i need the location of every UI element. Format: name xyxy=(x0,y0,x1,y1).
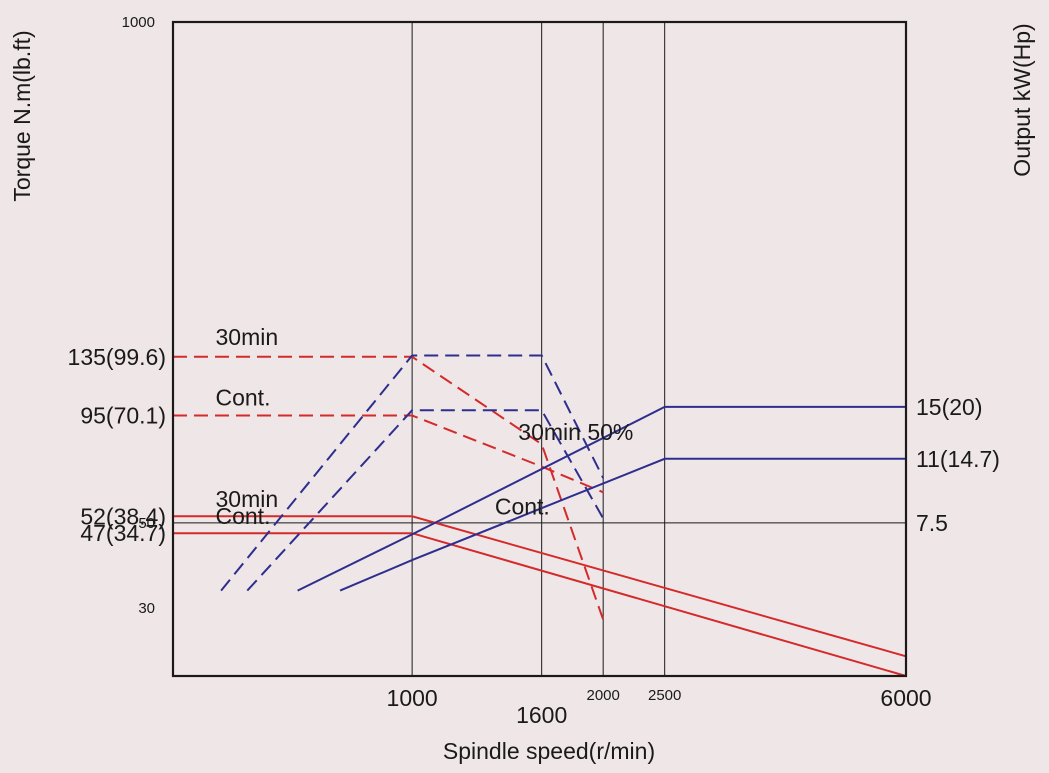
x-tick-label-1600: 1600 xyxy=(516,702,567,728)
y-tick-label-50: 50 xyxy=(138,515,155,532)
annotation-3: 30min xyxy=(215,486,278,512)
grid-layer xyxy=(173,22,906,676)
series-line-torque-2 xyxy=(173,414,604,494)
annotation-2: Cont. xyxy=(215,384,270,410)
x-tick-label-1000: 1000 xyxy=(387,685,438,711)
x-tick-label-6000: 6000 xyxy=(880,685,931,711)
plot-frame xyxy=(171,20,908,678)
series-line-torque-3 xyxy=(173,515,907,658)
y-tick-label-30: 30 xyxy=(138,600,155,617)
output-label-15: 15(20) xyxy=(916,394,982,420)
x-axis-title: Spindle speed(r/min) xyxy=(443,738,655,764)
series-line-output-7 xyxy=(297,405,906,592)
output-label-7.5: 7.5 xyxy=(916,510,948,536)
x-tick-label-2500: 2500 xyxy=(648,687,681,704)
annotation-1: 30min xyxy=(215,324,278,350)
output-label-11: 11(14.7) xyxy=(916,446,1000,472)
series-line-output-5 xyxy=(220,354,605,592)
annotation-4: Cont. xyxy=(215,503,270,529)
torque-label-95: 95(70.1) xyxy=(80,403,166,429)
x-tick-label-2000: 2000 xyxy=(586,687,619,704)
series-line-output-8 xyxy=(339,457,906,592)
labels-layer: 1000 50 30 135(99.6) 95(70.1) 52(38.4)47(34.7… xyxy=(68,14,1000,728)
torque-label-135: 135(99.6) xyxy=(68,344,166,370)
series-line-torque-1 xyxy=(173,355,605,621)
y-axis-right-title: Output kW(Hp) xyxy=(1009,23,1035,176)
annotation-5: 30min 50% xyxy=(518,419,633,445)
torque-label-52: 52(38.4) xyxy=(80,503,166,529)
annotation-6: Cont. xyxy=(495,494,550,520)
y-tick-label-1000: 1000 xyxy=(122,14,155,31)
torque-label-47: 47(34.7) xyxy=(80,520,166,546)
series-layer xyxy=(173,354,907,677)
y-axis-left-title: Torque N.m(lb.ft) xyxy=(9,30,35,201)
series-line-torque-4 xyxy=(173,532,907,677)
